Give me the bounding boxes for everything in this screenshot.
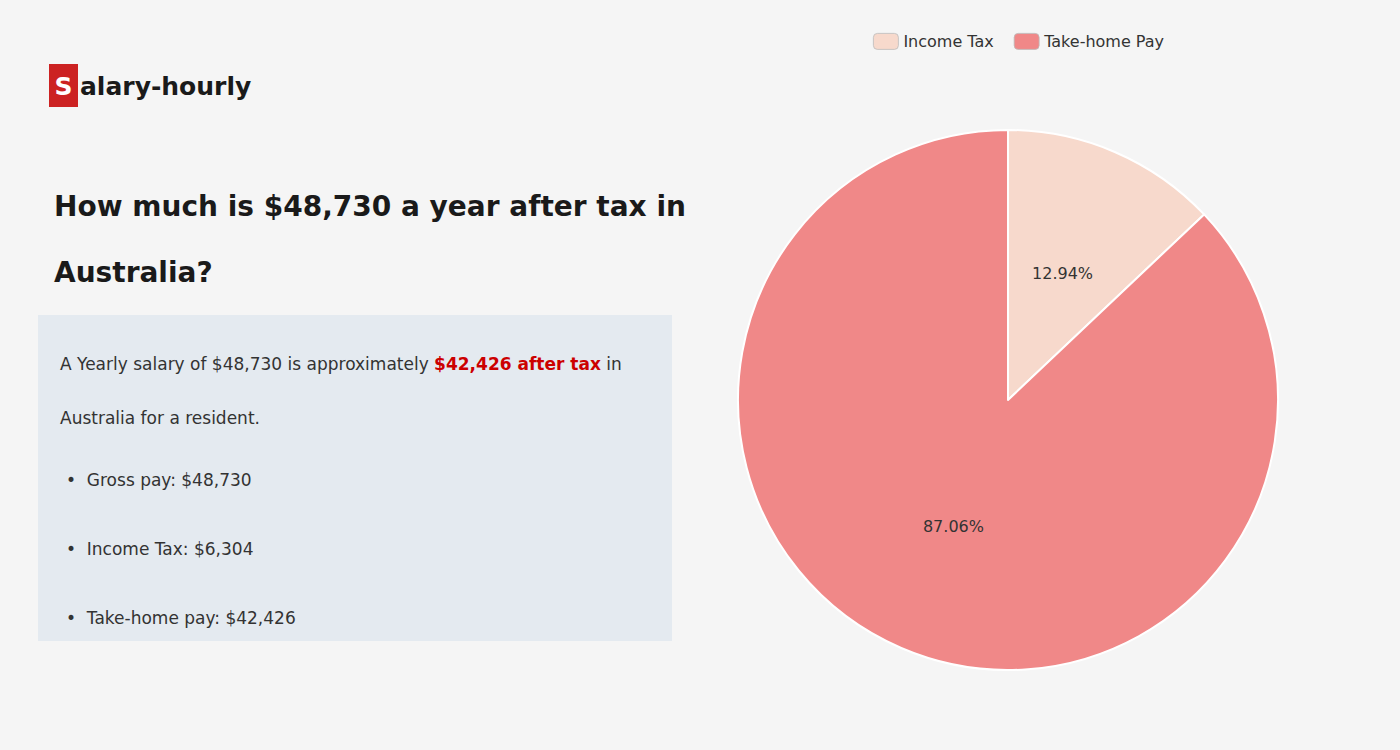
svg-text:Australia?: Australia? <box>54 256 213 289</box>
svg-text:S: S <box>54 72 72 101</box>
svg-text:• Take-home pay: $42,426: • Take-home pay: $42,426 <box>66 608 296 628</box>
svg-text:• Income Tax: $6,304: • Income Tax: $6,304 <box>66 539 253 559</box>
svg-text:• Gross pay: $48,730: • Gross pay: $48,730 <box>66 470 252 490</box>
svg-text:$42,426 after tax: $42,426 after tax <box>434 354 601 374</box>
svg-text:87.06%: 87.06% <box>923 517 984 536</box>
svg-text:Income Tax: Income Tax <box>903 32 993 51</box>
svg-text:Take-home Pay: Take-home Pay <box>1043 32 1164 51</box>
svg-text:How much is $48,730 a year aft: How much is $48,730 a year after tax in <box>54 190 686 223</box>
svg-text:in: in <box>601 354 622 374</box>
svg-text:12.94%: 12.94% <box>1032 264 1093 283</box>
svg-text:alary-hourly: alary-hourly <box>80 72 251 101</box>
svg-text:Australia for a resident.: Australia for a resident. <box>60 408 260 428</box>
svg-text:A Yearly salary of $48,730 is: A Yearly salary of $48,730 is approximat… <box>60 354 434 374</box>
